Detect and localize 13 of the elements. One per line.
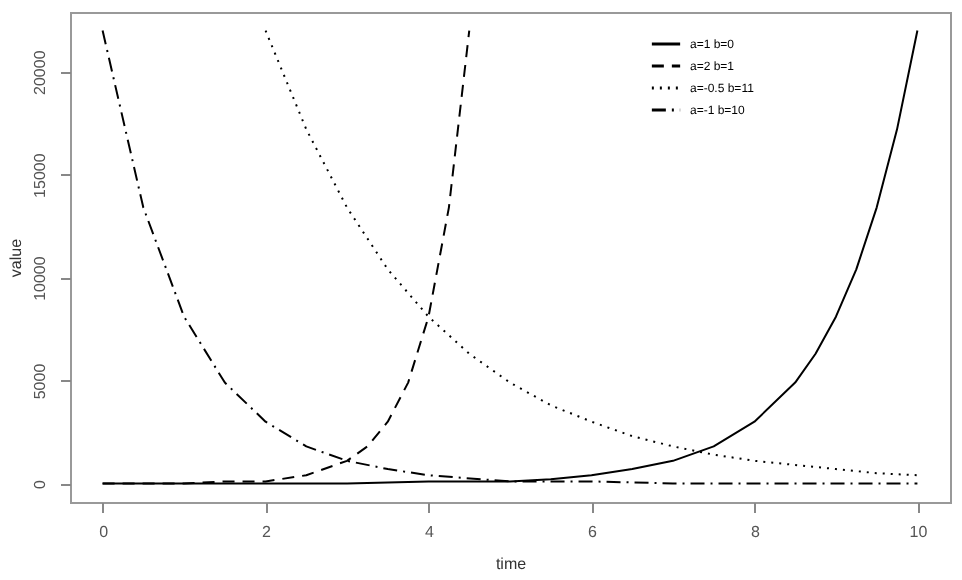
- y-tick-label: 15000: [31, 152, 49, 198]
- x-tick-label: 6: [588, 523, 599, 541]
- x-tick-label: 4: [425, 523, 436, 541]
- y-tick-label: 20000: [31, 49, 49, 95]
- y-tick-label: 5000: [31, 362, 49, 400]
- y-tick-label: 0: [31, 478, 49, 489]
- x-tick-label: 8: [750, 523, 761, 541]
- y-tick-label: 10000: [31, 255, 49, 301]
- y-axis-title: value: [7, 237, 25, 278]
- x-tick-label: 10: [909, 523, 929, 541]
- x-tick-label: 2: [262, 523, 273, 541]
- x-axis-title: time: [495, 555, 528, 573]
- x-tick-label: 0: [99, 523, 110, 541]
